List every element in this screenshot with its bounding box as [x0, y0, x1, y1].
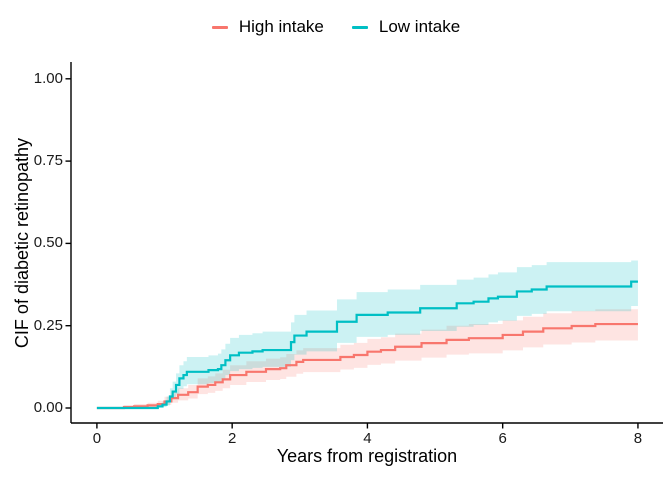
x-tick-label: 4: [363, 430, 372, 447]
legend-item-high-intake: High intake: [211, 17, 324, 37]
low-intake-curve: [96, 280, 638, 410]
low-intake-line-key: [351, 25, 368, 29]
x-tick-label: 2: [227, 430, 237, 447]
legend: High intake Low intake: [0, 17, 672, 37]
y-tick-label: 1.00: [33, 69, 63, 87]
step-curves: [96, 280, 638, 410]
x-tick-label: 0: [92, 430, 102, 447]
legend-label-high-intake: High intake: [238, 17, 324, 36]
y-tick-label: 0.25: [33, 316, 63, 334]
y-tick-label: 0.00: [33, 399, 63, 416]
x-tick-label: 8: [633, 430, 643, 447]
y-tick-label: 0.75: [33, 152, 63, 170]
legend-item-low-intake: Low intake: [351, 17, 461, 37]
x-tick-label: 6: [498, 430, 507, 447]
y-tick-label: 0.50: [33, 234, 63, 252]
legend-label-low-intake: Low intake: [378, 17, 461, 36]
axes: [65, 62, 663, 429]
x-axis-title: Years from registration: [276, 446, 458, 466]
high-intake-line-key: [211, 25, 228, 29]
